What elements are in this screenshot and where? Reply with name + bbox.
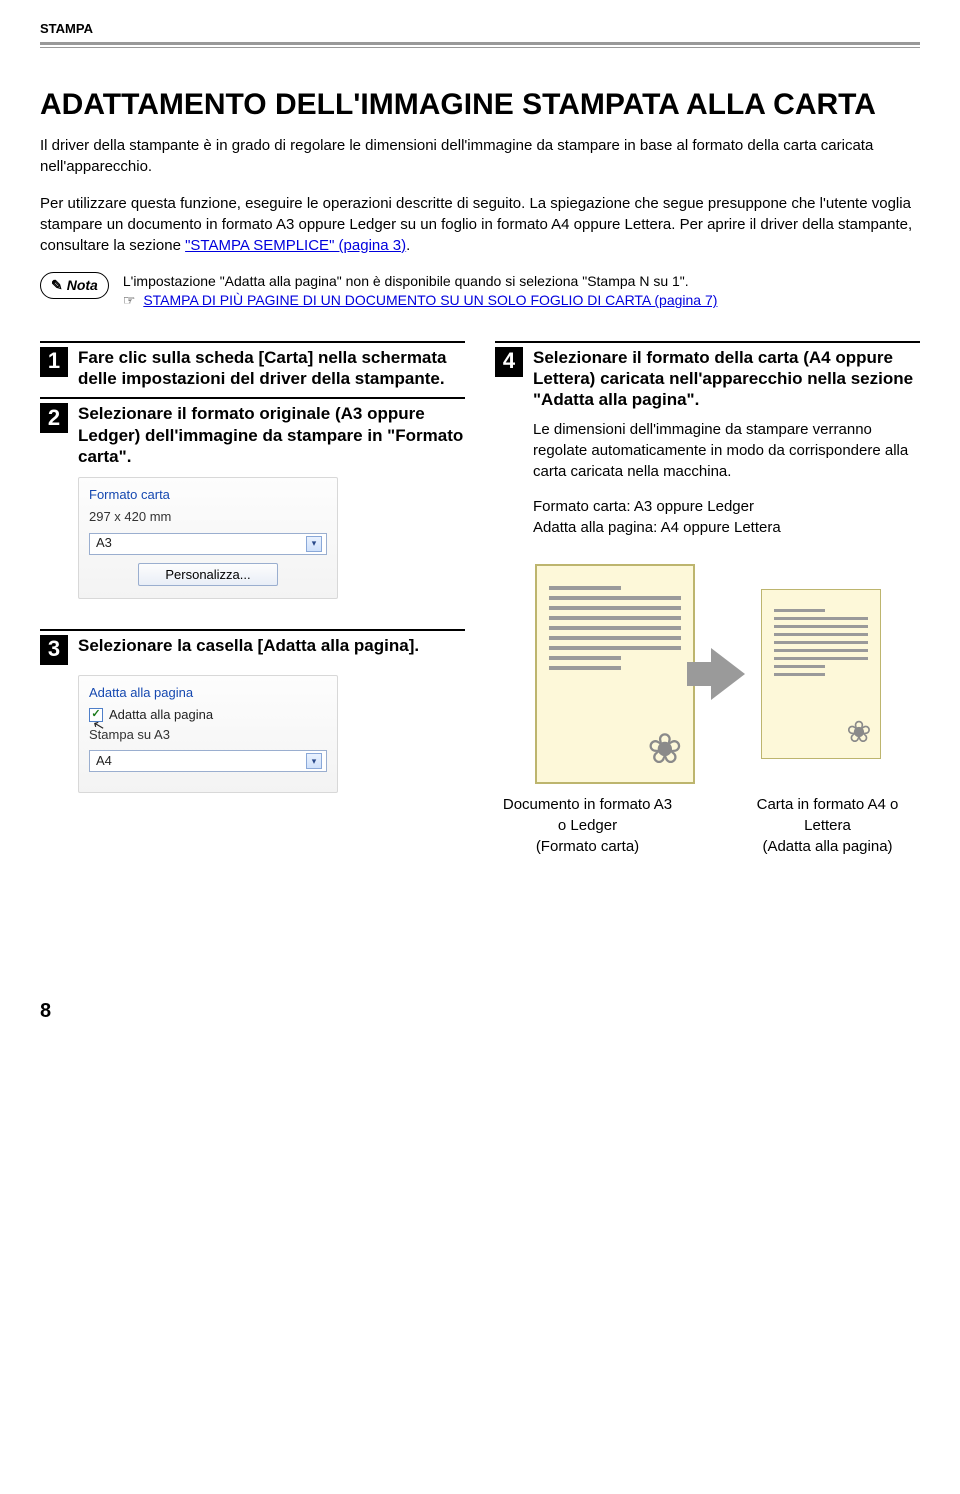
intro-paragraph-2: Per utilizzare questa funzione, eseguire… (40, 193, 920, 256)
step-4-body: Le dimensioni dell'immagine da stampare … (533, 419, 920, 482)
caption-left-1: Documento in formato A3 o Ledger (498, 794, 678, 836)
select-formato-carta[interactable]: A3 ▾ (89, 533, 327, 555)
arrow-icon (711, 648, 745, 700)
section-header: STAMPA (40, 20, 920, 38)
step-number-2: 2 (40, 403, 68, 433)
step-3: 3 Selezionare la casella [Adatta alla pa… (40, 629, 465, 665)
step-title-3: Selezionare la casella [Adatta alla pagi… (78, 635, 419, 656)
tree-icon: ❀ (846, 718, 871, 748)
paper-dimensions: 297 x 420 mm (89, 508, 327, 526)
caption-right-1: Carta in formato A4 o Lettera (738, 794, 918, 836)
caption-left-2: (Formato carta) (498, 836, 678, 857)
step-1: 1 Fare clic sulla scheda [Carta] nella s… (40, 341, 465, 390)
checkbox-row-adatta[interactable]: ✓ Adatta alla pagina ↖ (89, 706, 327, 724)
summary-block: Formato carta: A3 oppure Ledger Adatta a… (533, 496, 920, 538)
step-title-2: Selezionare il formato originale (A3 opp… (78, 403, 465, 467)
checkbox-label-adatta: Adatta alla pagina (109, 706, 213, 724)
column-right: 4 Selezionare il formato della carta (A4… (495, 341, 920, 857)
doc-large: ❀ (535, 564, 695, 784)
step-title-4: Selezionare il formato della carta (A4 o… (533, 347, 920, 411)
ui-panel-formato-carta: Formato carta 297 x 420 mm A3 ▾ Personal… (78, 477, 338, 598)
pointer-icon: ☞ (123, 292, 136, 308)
stampa-su-label: Stampa su A3 (89, 726, 327, 744)
personalizza-button[interactable]: Personalizza... (138, 563, 277, 586)
link-stampa-piu-pagine[interactable]: STAMPA DI PIÙ PAGINE DI UN DOCUMENTO SU … (143, 292, 717, 308)
steps-columns: 1 Fare clic sulla scheda [Carta] nella s… (40, 341, 920, 857)
select-formato-value: A3 (96, 534, 112, 552)
note-label: Nota (67, 276, 98, 296)
intro-text-a: Per utilizzare questa funzione, eseguire… (40, 195, 912, 254)
note-box: Nota L'impostazione "Adatta alla pagina"… (40, 272, 920, 311)
select-adatta-value: A4 (96, 752, 112, 770)
step-2: 2 Selezionare il formato originale (A3 o… (40, 397, 465, 467)
page-number: 8 (40, 997, 920, 1025)
diagram-row: ❀ ❀ (495, 564, 920, 784)
caption-right-2: (Adatta alla pagina) (738, 836, 918, 857)
caption-left: Documento in formato A3 o Ledger (Format… (498, 794, 678, 857)
step-4: 4 Selezionare il formato della carta (A4… (495, 341, 920, 411)
summary-line-2: Adatta alla pagina: A4 oppure Lettera (533, 517, 920, 538)
note-line-1: L'impostazione "Adatta alla pagina" non … (123, 272, 718, 292)
doc-small: ❀ (761, 589, 881, 759)
select-adatta-pagina[interactable]: A4 ▾ (89, 750, 327, 772)
header-rule (40, 42, 920, 48)
checkbox-adatta[interactable]: ✓ (89, 708, 103, 722)
summary-line-1: Formato carta: A3 oppure Ledger (533, 496, 920, 517)
caption-right: Carta in formato A4 o Lettera (Adatta al… (738, 794, 918, 857)
step-number-1: 1 (40, 347, 68, 377)
chevron-down-icon: ▾ (306, 753, 322, 769)
link-stampa-semplice[interactable]: "STAMPA SEMPLICE" (pagina 3) (185, 237, 406, 254)
ui-panel-adatta: Adatta alla pagina ✓ Adatta alla pagina … (78, 675, 338, 794)
column-left: 1 Fare clic sulla scheda [Carta] nella s… (40, 341, 465, 857)
step-title-1: Fare clic sulla scheda [Carta] nella sch… (78, 347, 465, 390)
step-number-3: 3 (40, 635, 68, 665)
tree-icon: ❀ (647, 728, 682, 770)
group-label-adatta: Adatta alla pagina (89, 684, 327, 702)
page-title: ADATTAMENTO DELL'IMMAGINE STAMPATA ALLA … (40, 88, 920, 123)
chevron-down-icon: ▾ (306, 536, 322, 552)
intro-paragraph-1: Il driver della stampante è in grado di … (40, 135, 920, 177)
group-label-formato: Formato carta (89, 486, 327, 504)
intro-text-b: . (406, 237, 410, 254)
captions-row: Documento in formato A3 o Ledger (Format… (495, 794, 920, 857)
step-number-4: 4 (495, 347, 523, 377)
note-pill: Nota (40, 272, 109, 300)
note-content: L'impostazione "Adatta alla pagina" non … (123, 272, 718, 311)
